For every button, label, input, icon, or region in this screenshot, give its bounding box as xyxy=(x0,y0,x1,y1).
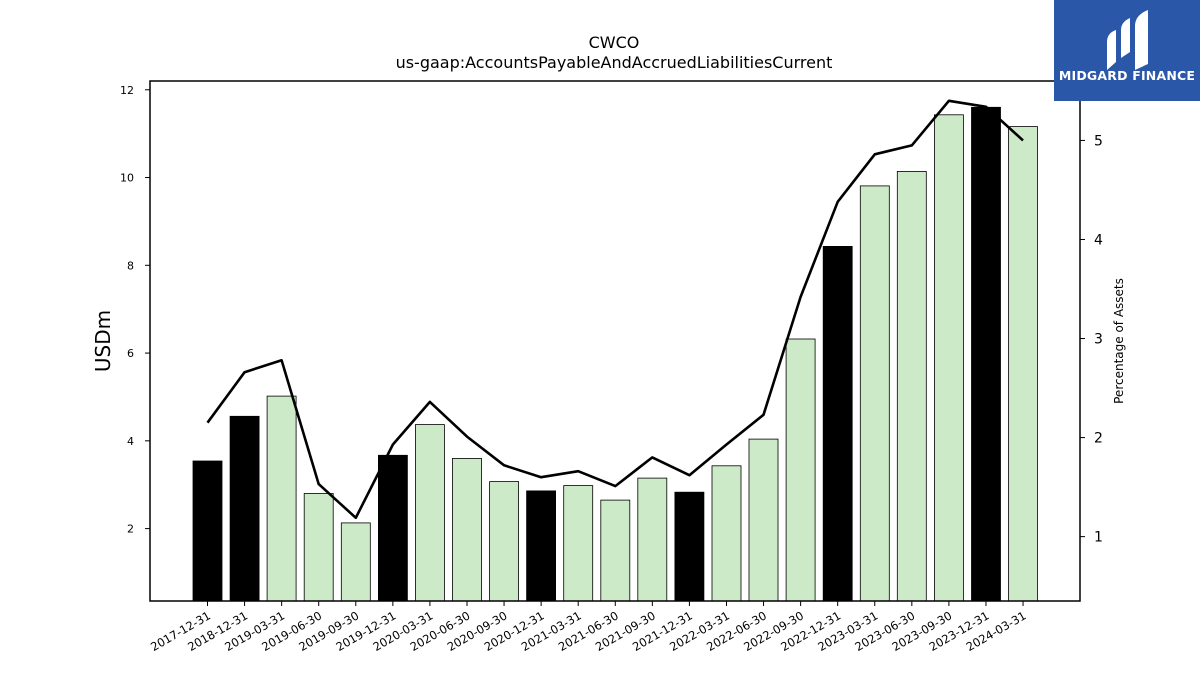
bar-2019-06-30 xyxy=(303,493,334,602)
bar-2022-12-31 xyxy=(822,245,853,602)
chart-title: CWCO xyxy=(589,33,640,52)
bar-2020-06-30 xyxy=(452,457,482,602)
ytick-label: 10 xyxy=(120,172,134,185)
bar-2023-09-30 xyxy=(934,114,964,602)
bar-2020-12-31 xyxy=(526,490,556,602)
bar-2019-03-31 xyxy=(266,395,297,602)
ytick-label: 4 xyxy=(127,435,134,448)
bar-2019-12-31 xyxy=(377,454,408,602)
right-axis: 1 2 3 4 5 xyxy=(1080,133,1103,546)
ytick-label: 2 xyxy=(127,523,134,536)
y2tick-label: 3 xyxy=(1094,332,1103,348)
bar-2020-03-31 xyxy=(414,424,445,602)
y2-axis-label: Percentage of Assets xyxy=(1112,278,1126,404)
bar-2021-06-30 xyxy=(600,499,631,602)
bar-2022-06-30 xyxy=(748,438,779,602)
bar-2019-09-30 xyxy=(340,522,371,602)
x-axis: 2017-12-312018-12-312019-03-312019-06-30… xyxy=(148,601,1029,654)
bar-2020-09-30 xyxy=(489,481,520,602)
ytick-label: 8 xyxy=(127,259,134,272)
bars-group xyxy=(192,106,1038,602)
bar-2021-09-30 xyxy=(637,477,668,602)
bar-2017-12-31 xyxy=(192,460,223,602)
bar-2023-06-30 xyxy=(896,170,927,602)
y2tick-label: 2 xyxy=(1094,431,1103,447)
left-axis: 2 4 6 8 10 12 xyxy=(120,84,150,536)
y-axis-label: USDm xyxy=(91,310,115,372)
brand-name: MIDGARD FINANCE xyxy=(1058,68,1196,83)
bar-2023-03-31 xyxy=(859,185,890,602)
bar-2021-03-31 xyxy=(563,485,594,602)
bar-2021-12-31 xyxy=(674,491,705,602)
chart-subtitle: us-gaap:AccountsPayableAndAccruedLiabili… xyxy=(396,53,833,72)
ytick-label: 6 xyxy=(127,347,134,360)
brand-logo: MIDGARD FINANCE xyxy=(1054,0,1200,101)
bar-2024-03-31 xyxy=(1008,126,1038,602)
y2tick-label: 5 xyxy=(1094,133,1103,149)
ytick-label: 12 xyxy=(120,84,134,97)
pct-assets-line xyxy=(206,99,1024,520)
bar-2022-03-31 xyxy=(711,465,742,602)
midgard-logo-icon xyxy=(1107,10,1148,70)
y2tick-label: 1 xyxy=(1094,530,1103,546)
bar-2018-12-31 xyxy=(229,415,260,602)
y2tick-label: 4 xyxy=(1094,232,1103,248)
bar-2023-12-31 xyxy=(971,106,1001,602)
line-group xyxy=(206,99,1024,520)
bar-2022-09-30 xyxy=(785,338,816,602)
